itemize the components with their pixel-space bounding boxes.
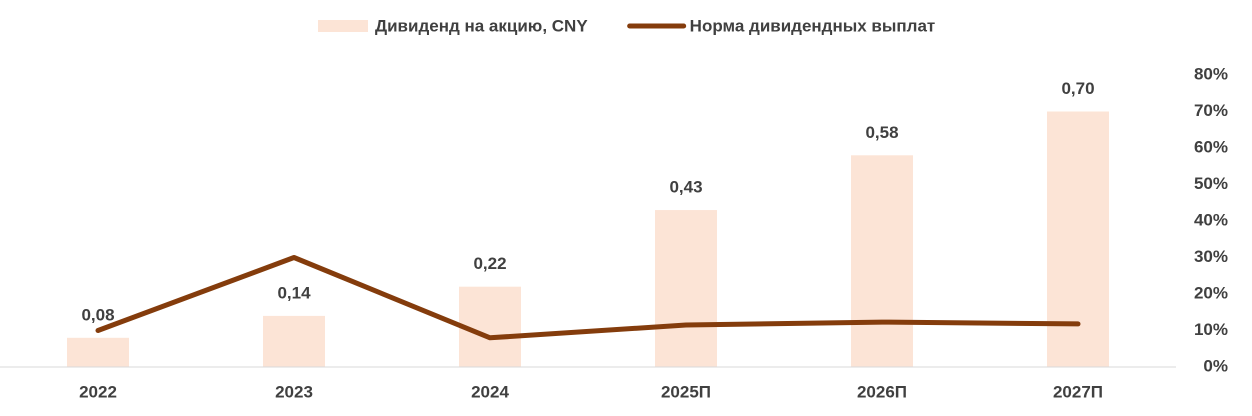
data-label: 0,58 <box>865 123 898 142</box>
y2-tick-label: 10% <box>1194 320 1228 339</box>
x-tick-label: 2027П <box>1053 382 1103 401</box>
data-label: 0,43 <box>669 178 702 197</box>
line <box>95 255 1081 341</box>
data-label: 0,14 <box>277 283 311 302</box>
legend-swatch <box>318 20 368 32</box>
x-tick-label: 2025П <box>661 382 711 401</box>
y2-tick-label: 30% <box>1194 247 1228 266</box>
y2-tick-label: 20% <box>1194 283 1228 302</box>
legend-label: Норма дивидендных выплат <box>690 16 936 35</box>
data-label: 0,70 <box>1061 79 1094 98</box>
bar <box>263 315 325 367</box>
y2-tick-label: 70% <box>1194 101 1228 120</box>
bar <box>655 210 717 367</box>
y2-tick-label: 60% <box>1194 137 1228 156</box>
data-label: 0,08 <box>81 305 114 324</box>
x-tick-label: 2023 <box>275 382 313 401</box>
data-label: 0,22 <box>473 254 506 273</box>
x-tick-label: 2026П <box>857 382 907 401</box>
legend-label: Дивиденд на акцию, CNY <box>375 16 588 35</box>
bar <box>851 155 913 367</box>
y2-tick-label: 0% <box>1203 356 1228 375</box>
x-tick-label: 2022 <box>79 382 117 401</box>
x-tick-label: 2024 <box>471 382 509 401</box>
y2-tick-label: 40% <box>1194 210 1228 229</box>
bar <box>1047 111 1109 367</box>
bar <box>67 337 129 367</box>
y2-tick-label: 80% <box>1194 64 1228 83</box>
y2-tick-label: 50% <box>1194 174 1228 193</box>
